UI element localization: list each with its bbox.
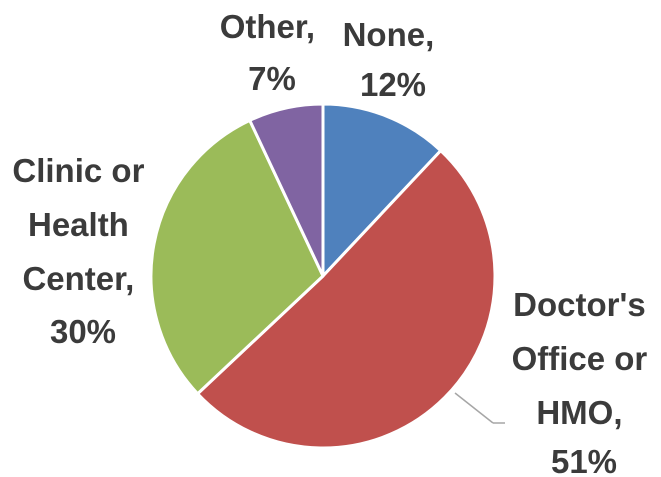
label-other-line1: Other,: [220, 8, 315, 45]
label-none-line2: 12%: [360, 66, 426, 103]
label-clinic-line4: 30%: [50, 313, 116, 350]
label-none: None, 12%: [343, 16, 444, 103]
label-none-line1: None,: [343, 16, 435, 53]
label-clinic-line3: Center,: [22, 260, 134, 297]
label-doctor-line2: Office or: [512, 340, 648, 377]
leader-line-doctor: [454, 392, 494, 424]
pie-slices: [149, 102, 497, 450]
label-clinic-line2: Health: [28, 206, 129, 243]
label-other-line2: 7%: [248, 60, 296, 97]
label-clinic: Clinic or Health Center, 30%: [12, 152, 153, 350]
slice-clinic: [149, 118, 325, 396]
label-other: Other, 7%: [220, 8, 325, 97]
slice-other: [248, 102, 325, 278]
label-doctor-line4: 51%: [551, 443, 617, 477]
label-doctor-line1: Doctor's: [513, 286, 646, 323]
label-doctor-line3: HMO,: [536, 394, 622, 431]
slice-doctor: [196, 149, 497, 450]
label-clinic-line1: Clinic or: [12, 152, 144, 189]
slice-none: [321, 102, 443, 278]
label-doctor: Doctor's Office or HMO, 51%: [512, 286, 657, 477]
